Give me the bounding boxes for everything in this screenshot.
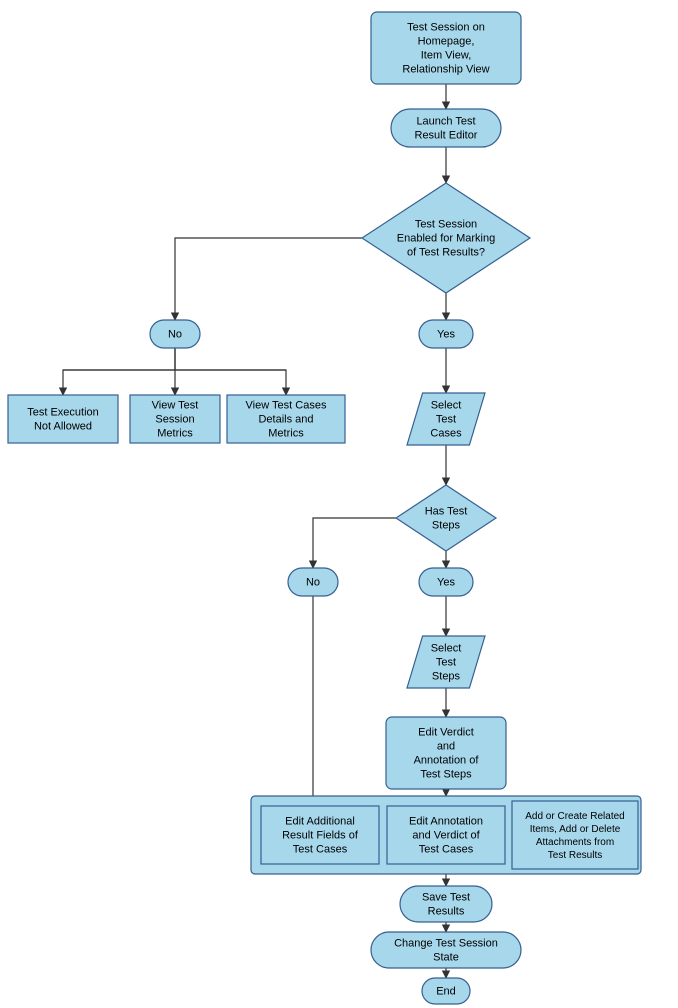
svg-text:Test Session on: Test Session on xyxy=(407,22,485,34)
node-no2: No xyxy=(288,568,338,596)
node-yes2: Yes xyxy=(419,568,473,596)
svg-text:View Test Cases: View Test Cases xyxy=(246,400,327,412)
svg-text:Select: Select xyxy=(431,643,462,655)
svg-text:Launch Test: Launch Test xyxy=(416,116,475,128)
svg-text:Edit Additional: Edit Additional xyxy=(285,816,355,828)
svg-text:Yes: Yes xyxy=(437,577,455,589)
node-dec1: Test Session Enabled for Marking of Test R… xyxy=(362,183,530,293)
node-noC: View Test Cases Details and Metrics xyxy=(227,395,345,443)
svg-text:Edit Verdict: Edit Verdict xyxy=(418,727,474,739)
flowchart-canvas: Test Session on Homepage, Item View, Relati… xyxy=(0,0,678,1008)
node-editA: Edit Additional Result Fields of Test Case… xyxy=(261,806,379,864)
svg-text:Details and: Details and xyxy=(258,414,313,426)
svg-text:State: State xyxy=(433,952,459,964)
svg-text:Change Test Session: Change Test Session xyxy=(394,938,498,950)
node-start: Test Session on Homepage, Item View, Relati… xyxy=(371,12,521,84)
svg-text:Add or Create Related: Add or Create Related xyxy=(525,811,625,822)
svg-text:Yes: Yes xyxy=(437,329,455,341)
node-yes1: Yes xyxy=(419,320,473,348)
svg-text:No: No xyxy=(168,329,182,341)
svg-text:Session: Session xyxy=(155,414,194,426)
node-launch: Launch Test Result Editor xyxy=(391,109,501,147)
node-selectCases: Select Test Cases xyxy=(407,393,485,445)
node-editVerdict: Edit Verdict and Annotation of Test Steps xyxy=(386,717,506,789)
svg-text:Test Cases: Test Cases xyxy=(293,844,348,856)
svg-text:Test Steps: Test Steps xyxy=(420,769,472,781)
svg-text:View Test: View Test xyxy=(152,400,199,412)
node-noA: Test Execution Not Allowed xyxy=(8,395,118,443)
svg-text:Metrics: Metrics xyxy=(157,428,193,440)
svg-text:Cases: Cases xyxy=(430,428,462,440)
svg-text:and Verdict of: and Verdict of xyxy=(412,830,480,842)
svg-text:Test Execution: Test Execution xyxy=(27,407,99,419)
node-editB: Edit Annotation and Verdict of Test Cases xyxy=(387,806,505,864)
node-editC: Add or Create Related Items, Add or Delet… xyxy=(512,801,638,869)
svg-text:Edit Annotation: Edit Annotation xyxy=(409,816,483,828)
node-noB: View Test Session Metrics xyxy=(130,395,220,443)
svg-text:Test: Test xyxy=(436,414,456,426)
node-end: End xyxy=(422,978,470,1004)
node-no1: No xyxy=(150,320,200,348)
nodes: Test Session on Homepage, Item View, Relati… xyxy=(8,12,641,1004)
svg-text:Relationship View: Relationship View xyxy=(402,64,489,76)
svg-text:Result Editor: Result Editor xyxy=(415,130,478,142)
svg-text:End: End xyxy=(436,986,456,998)
svg-text:No: No xyxy=(306,577,320,589)
svg-text:Items, Add or Delete: Items, Add or Delete xyxy=(530,824,621,835)
svg-text:Save Test: Save Test xyxy=(422,892,470,904)
svg-text:Result Fields of: Result Fields of xyxy=(282,830,359,842)
svg-text:Annotation of: Annotation of xyxy=(414,755,480,767)
node-save: Save Test Results xyxy=(400,886,492,922)
svg-text:Select: Select xyxy=(431,400,462,412)
svg-text:Results: Results xyxy=(428,906,465,918)
svg-text:Test Results: Test Results xyxy=(548,850,602,861)
svg-text:Metrics: Metrics xyxy=(268,428,304,440)
svg-text:Homepage,: Homepage, xyxy=(418,36,475,48)
svg-text:Not Allowed: Not Allowed xyxy=(34,421,92,433)
svg-text:Item View,: Item View, xyxy=(421,50,472,62)
svg-text:Attachments from: Attachments from xyxy=(536,837,614,848)
svg-text:Steps: Steps xyxy=(432,671,461,683)
node-selectSteps: Select Test Steps xyxy=(407,636,485,688)
svg-text:Test Cases: Test Cases xyxy=(419,844,474,856)
svg-text:of Test Results?: of Test Results? xyxy=(407,247,485,259)
svg-text:Enabled for Marking: Enabled for Marking xyxy=(397,233,495,245)
svg-text:Has Test: Has Test xyxy=(425,506,468,518)
node-dec2: Has Test Steps xyxy=(396,485,496,551)
svg-text:Steps: Steps xyxy=(432,520,461,532)
svg-text:and: and xyxy=(437,741,455,753)
svg-text:Test Session: Test Session xyxy=(415,219,477,231)
svg-text:Test: Test xyxy=(436,657,456,669)
node-change: Change Test Session State xyxy=(371,932,521,968)
